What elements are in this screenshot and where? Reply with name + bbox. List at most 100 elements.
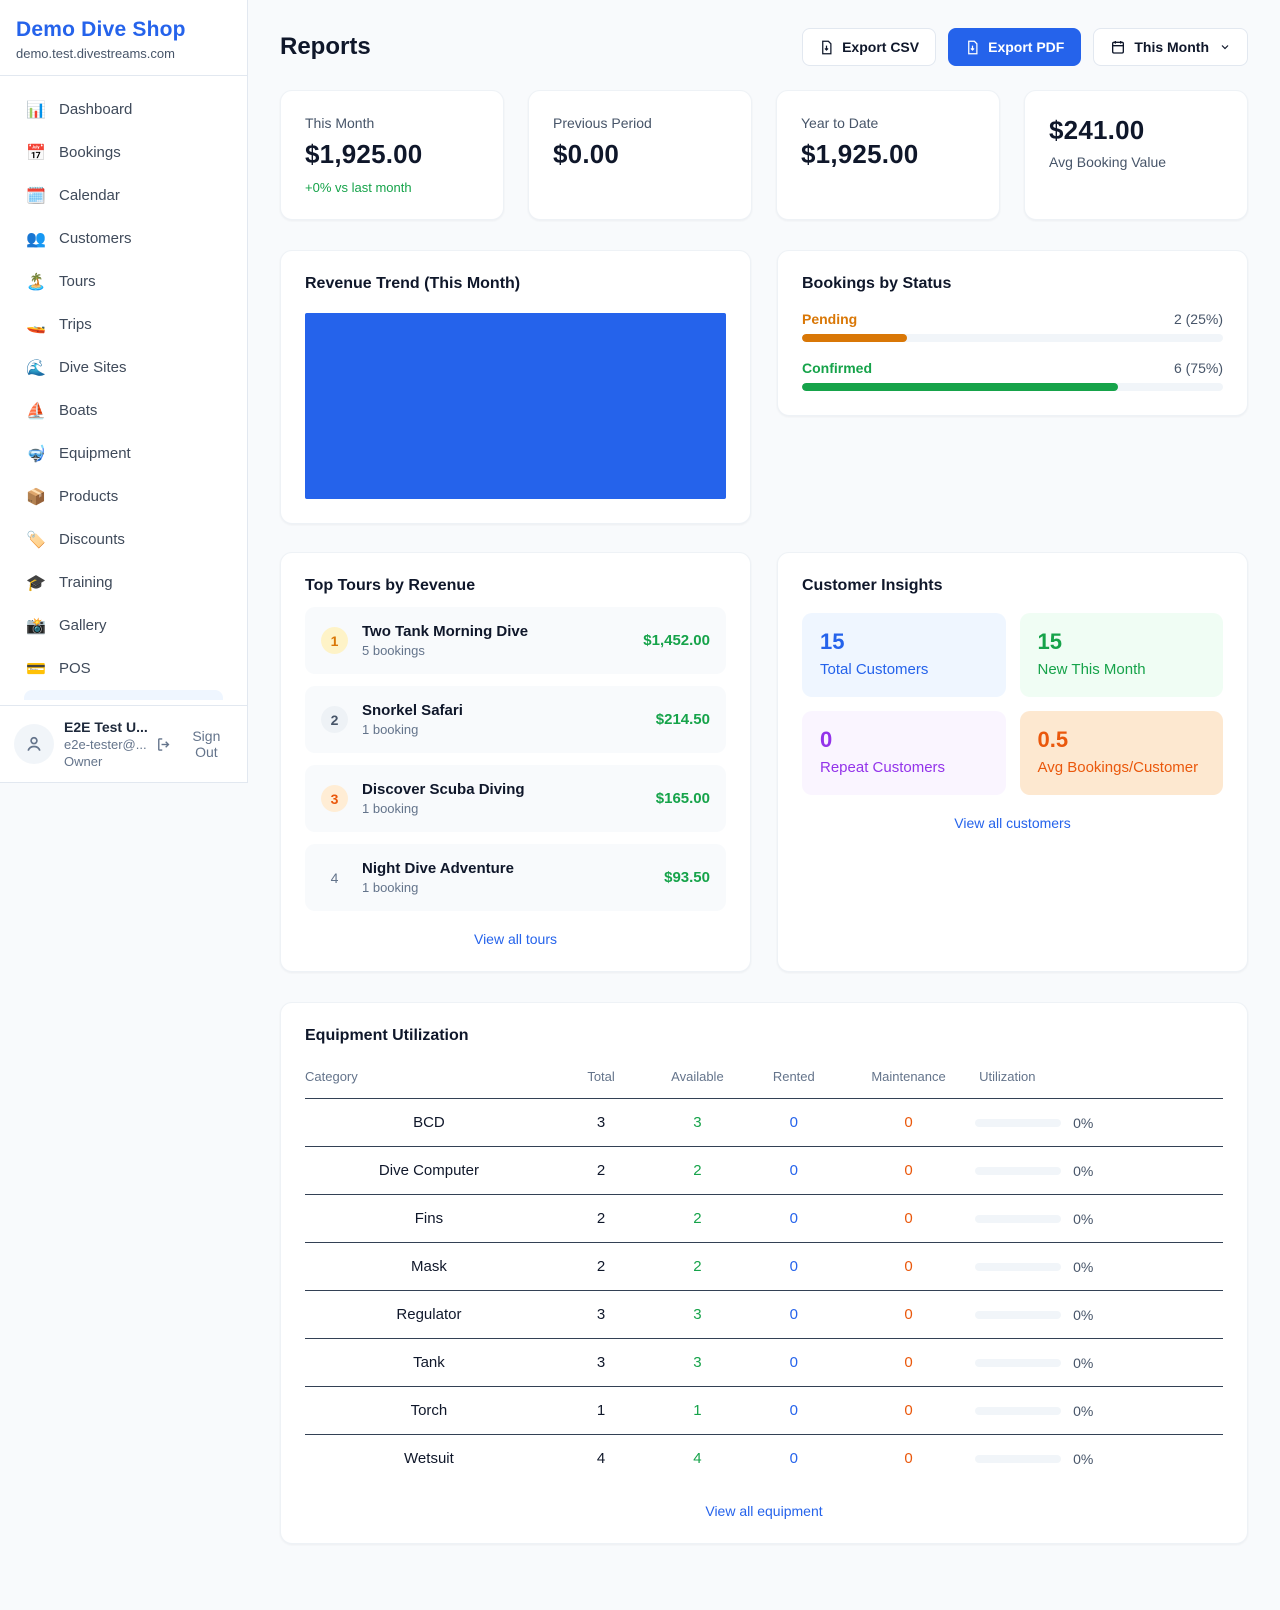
sidebar-item-trips[interactable]: 🚤 Trips [12, 303, 235, 346]
sidebar-item-customers[interactable]: 👥 Customers [12, 217, 235, 260]
status-label: Confirmed [802, 360, 872, 376]
cell-maintenance: 0 [841, 1194, 976, 1243]
header-cell: Rented [745, 1061, 842, 1099]
utilization-track [975, 1118, 1062, 1127]
sidebar-item-pos[interactable]: 💳 POS [12, 647, 235, 690]
package-icon: 📦 [26, 488, 46, 506]
export-csv-button[interactable]: Export CSV [802, 28, 937, 66]
tile-label: Total Customers [820, 661, 929, 678]
sidebar-item-dive-sites[interactable]: 🌊 Dive Sites [12, 346, 235, 389]
cell-category: Regulator [305, 1290, 553, 1339]
cell-total: 4 [596, 1450, 606, 1468]
sidebar-item-tours[interactable]: 🏝️ Tours [12, 260, 235, 303]
stat-value: $1,925.00 [801, 139, 919, 169]
cell-maintenance: 0 [841, 1242, 976, 1291]
sidebar-nav: 📊 Dashboard 📅 Bookings 🗓️ Calendar 👥 Cus… [0, 76, 247, 700]
sidebar-item-discounts[interactable]: 🏷️ Discounts [12, 518, 235, 561]
view-all-customers-link[interactable]: View all customers [954, 815, 1071, 831]
cell-category: Torch [305, 1386, 553, 1435]
rank-badge: 1 [321, 627, 348, 654]
status-count: 2 (25%) [1173, 311, 1223, 327]
utilization-label: 0% [1073, 1354, 1094, 1371]
utilization-label: 0% [1073, 1114, 1094, 1131]
header-cell: Utilization [975, 1061, 1223, 1099]
utilization-track [975, 1310, 1062, 1319]
divider [0, 75, 247, 76]
insights-grid: 15 Total Customers 15 New This Month 0 R… [802, 613, 1223, 795]
tile-avg-bookings-customer: 0.5 Avg Bookings/Customer [1019, 711, 1223, 795]
export-pdf-button[interactable]: Export PDF [948, 28, 1082, 66]
cell-maintenance: 0 [841, 1386, 976, 1435]
sign-out-icon [158, 737, 170, 751]
view-all-tours-link[interactable]: View all tours [473, 931, 557, 947]
utilization-label: 0% [1073, 1210, 1094, 1227]
status-row-pending: Pending 2 (25%) [802, 311, 1223, 342]
sidebar-item-label: Training [59, 574, 113, 591]
cell-available: 3 [649, 1098, 746, 1147]
header-cell: Category [305, 1061, 553, 1099]
equipment-utilization-title: Equipment Utilization [305, 1027, 469, 1044]
rank-badge: 3 [321, 785, 348, 812]
shop-domain: demo.test.divestreams.com [16, 46, 175, 61]
file-download-icon [822, 40, 832, 54]
utilization-label: 0% [1073, 1162, 1094, 1179]
list-item[interactable]: 2 Snorkel Safari 1 booking $214.50 [305, 686, 726, 753]
utilization-track [975, 1406, 1062, 1415]
user-email: e2e-tester@... [64, 737, 147, 752]
sidebar-item-label: Calendar [59, 187, 120, 204]
cell-maintenance: 0 [841, 1146, 976, 1195]
sidebar-item-active-partial[interactable] [24, 690, 223, 700]
table-row: Dive Computer 2 2 0 0 0% [305, 1146, 1223, 1195]
sidebar-item-equipment[interactable]: 🤿 Equipment [12, 432, 235, 475]
main-content: Reports Export CSV Export PDF [248, 0, 1280, 1580]
tile-total-customers: 15 Total Customers [802, 613, 1006, 697]
sign-out-button[interactable]: Sign Out [156, 728, 233, 760]
stats-row: This Month $1,925.00 +0% vs last month P… [280, 90, 1248, 220]
user-panel: E2E Test U... e2e-tester@... Owner Sign … [0, 705, 247, 782]
sidebar-item-label: Dive Sites [59, 359, 127, 376]
sidebar-item-calendar[interactable]: 🗓️ Calendar [12, 174, 235, 217]
stat-delta: +0% vs last month [305, 180, 412, 195]
list-item[interactable]: 4 Night Dive Adventure 1 booking $93.50 [305, 844, 726, 911]
sidebar-item-label: Gallery [59, 617, 107, 634]
utilization-track [975, 1454, 1062, 1463]
cell-total: 2 [552, 1242, 650, 1291]
tour-bookings: 1 booking [362, 880, 419, 895]
charts-row: Revenue Trend (This Month) Bookings by S… [280, 250, 1248, 524]
export-csv-label: Export CSV [842, 39, 920, 55]
table-row: Regulator 3 3 0 0 0% [305, 1290, 1223, 1339]
equipment-table: Category Total Available Rented Maintena… [305, 1061, 1223, 1483]
sidebar-item-gallery[interactable]: 📸 Gallery [12, 604, 235, 647]
table-row: Tank 3 3 0 0 0% [305, 1338, 1223, 1387]
tile-value: 0.5 [1037, 727, 1069, 752]
people-icon: 👥 [26, 230, 46, 248]
cell-available: 3 [649, 1290, 746, 1339]
sidebar-item-products[interactable]: 📦 Products [12, 475, 235, 518]
stat-label: Previous Period [553, 115, 652, 131]
cell-rented: 0 [745, 1146, 842, 1195]
diving-mask-icon: 🤿 [26, 445, 46, 463]
person-icon [27, 736, 41, 751]
cell-rented: 0 [745, 1338, 842, 1387]
tour-name: Snorkel Safari [362, 702, 463, 719]
view-all-equipment-link[interactable]: View all equipment [705, 1502, 823, 1519]
tour-bookings: 1 booking [362, 722, 419, 737]
list-item[interactable]: 3 Discover Scuba Diving 1 booking $165.0… [305, 765, 726, 832]
revenue-trend-chart [305, 313, 726, 499]
progress-fill [802, 383, 1118, 391]
tile-repeat-customers: 0 Repeat Customers [802, 711, 1006, 795]
tour-name: Two Tank Morning Dive [362, 623, 529, 640]
list-item[interactable]: 1 Two Tank Morning Dive 5 bookings $1,45… [305, 607, 726, 674]
sidebar-item-dashboard[interactable]: 📊 Dashboard [12, 88, 235, 131]
sidebar-item-training[interactable]: 🎓 Training [12, 561, 235, 604]
sidebar-item-bookings[interactable]: 📅 Bookings [12, 131, 235, 174]
sidebar-item-label: Bookings [59, 144, 121, 161]
calendar-date-icon: 📅 [26, 144, 46, 162]
speedboat-icon: 🚤 [26, 316, 46, 334]
period-select[interactable]: This Month [1093, 28, 1248, 66]
tile-label: Repeat Customers [820, 759, 946, 776]
table-header-row: Category Total Available Rented Maintena… [305, 1061, 1223, 1099]
sidebar-item-boats[interactable]: ⛵ Boats [12, 389, 235, 432]
table-row: Fins 2 2 0 0 0% [305, 1194, 1223, 1243]
user-name: E2E Test U... [64, 719, 148, 735]
